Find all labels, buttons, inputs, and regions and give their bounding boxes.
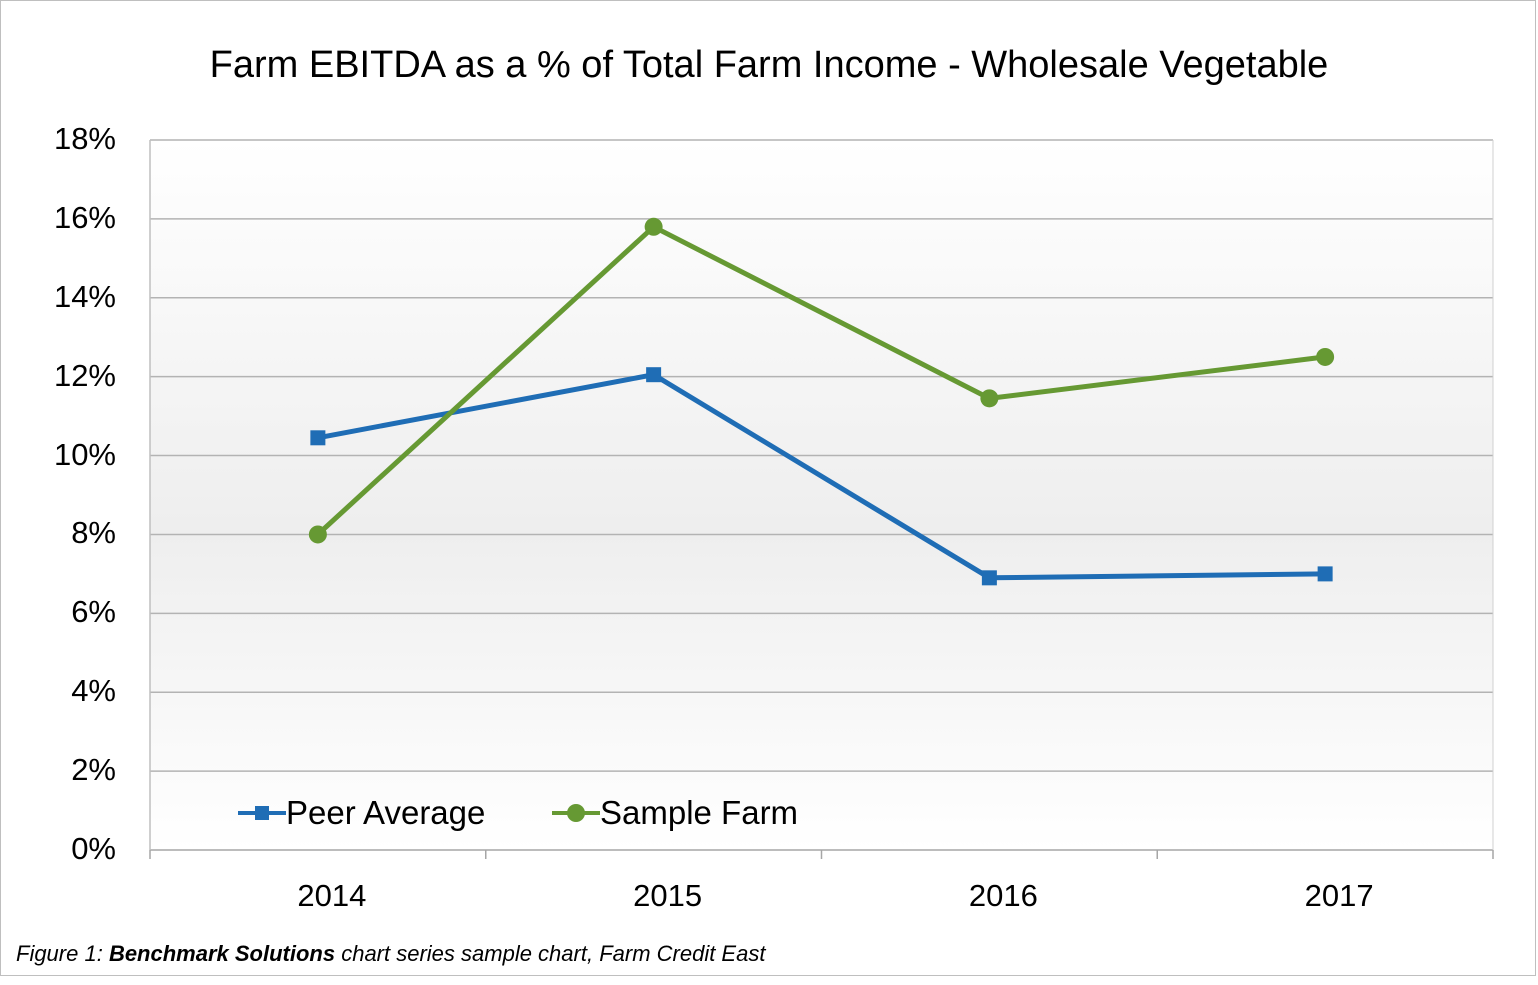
y-tick-label: 2% xyxy=(71,752,116,788)
line-chart xyxy=(149,139,1494,859)
y-tick-label: 6% xyxy=(71,594,116,630)
y-tick-label: 4% xyxy=(71,673,116,709)
x-tick-label: 2017 xyxy=(1304,878,1374,913)
data-point-circle xyxy=(980,389,999,408)
legend-circle-marker-icon xyxy=(552,799,600,827)
legend-square-marker-icon xyxy=(238,799,286,827)
series-line-sample-farm xyxy=(315,224,1328,537)
y-tick-label: 0% xyxy=(71,831,116,866)
legend-item-peer-average: Peer Average xyxy=(238,794,485,832)
y-tick-label: 8% xyxy=(71,515,116,551)
legend-label: Sample Farm xyxy=(600,794,799,831)
x-tick-label: 2016 xyxy=(968,878,1038,913)
y-tick-label: 10% xyxy=(53,436,116,472)
data-point-square xyxy=(981,570,997,586)
caption-suffix: chart series sample chart, Farm Credit E… xyxy=(335,941,766,966)
series-line-peer-average xyxy=(315,372,1328,581)
legend-item-sample-farm: Sample Farm xyxy=(552,794,798,832)
y-tick-label: 18% xyxy=(53,121,116,156)
data-point-square xyxy=(1317,566,1333,582)
caption-prefix: Figure 1: xyxy=(16,941,109,966)
y-tick-label: 16% xyxy=(53,199,116,235)
data-point-square xyxy=(310,430,326,446)
y-tick-label: 12% xyxy=(53,357,116,393)
data-point-circle xyxy=(1316,347,1335,366)
legend-label: Peer Average xyxy=(286,794,486,831)
caption-bold-text: Benchmark Solutions xyxy=(108,941,336,966)
x-tick-label: 2014 xyxy=(297,878,367,913)
chart-title: Farm EBITDA as a % of Total Farm Income … xyxy=(209,44,1329,86)
plot-area xyxy=(150,140,1493,850)
figure-caption: Figure 1: Benchmark Solutions chart seri… xyxy=(16,941,765,967)
y-tick-label: 14% xyxy=(53,278,116,314)
data-point-circle xyxy=(308,525,327,544)
data-point-square xyxy=(646,367,662,383)
x-tick-label: 2015 xyxy=(633,878,703,913)
data-point-circle xyxy=(644,217,663,236)
